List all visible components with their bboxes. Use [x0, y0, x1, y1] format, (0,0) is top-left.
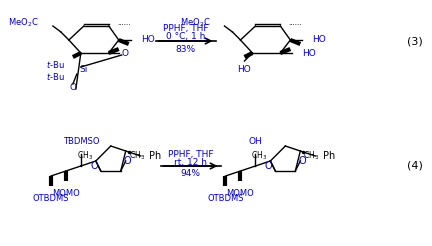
- Text: MOMO: MOMO: [226, 189, 254, 198]
- Text: ......: ......: [288, 20, 302, 26]
- Text: HO: HO: [312, 35, 326, 45]
- Text: CH$_3$: CH$_3$: [129, 150, 145, 162]
- Text: (3): (3): [407, 36, 423, 46]
- Text: CH$_3$: CH$_3$: [251, 150, 267, 162]
- Text: Ph: Ph: [323, 151, 336, 161]
- Text: TBDMSO: TBDMSO: [63, 137, 99, 146]
- Text: CH$_3$: CH$_3$: [76, 150, 93, 162]
- Text: HO: HO: [302, 48, 316, 58]
- Text: Si: Si: [79, 65, 88, 75]
- Text: MOMO: MOMO: [52, 189, 80, 198]
- Text: O: O: [70, 83, 76, 92]
- Text: Ph: Ph: [149, 151, 161, 161]
- Text: O: O: [124, 156, 131, 166]
- Text: 83%: 83%: [175, 45, 196, 53]
- Text: OTBDMS: OTBDMS: [207, 194, 244, 203]
- Text: MeO$_2$C: MeO$_2$C: [9, 17, 39, 29]
- Text: O: O: [90, 161, 98, 171]
- Text: MeO$_2$C: MeO$_2$C: [180, 17, 210, 29]
- Text: ......: ......: [117, 20, 130, 26]
- Text: rt, 12 h: rt, 12 h: [174, 157, 207, 167]
- Text: $t$-Bu: $t$-Bu: [46, 59, 65, 70]
- Text: 0 °C, 1 h: 0 °C, 1 h: [166, 32, 205, 42]
- Text: PPHF, THF: PPHF, THF: [163, 25, 208, 33]
- Text: OTBDMS: OTBDMS: [33, 194, 69, 203]
- Text: O: O: [265, 161, 273, 171]
- Text: $t$-Bu: $t$-Bu: [46, 71, 65, 81]
- Text: HO: HO: [238, 64, 251, 74]
- Text: (4): (4): [407, 161, 423, 171]
- Text: O: O: [299, 156, 306, 166]
- Text: HO: HO: [141, 35, 155, 45]
- Text: O: O: [122, 48, 129, 58]
- Text: CH$_3$: CH$_3$: [303, 150, 320, 162]
- Text: OH: OH: [248, 137, 262, 146]
- Text: 94%: 94%: [181, 169, 200, 179]
- Text: PPHF, THF: PPHF, THF: [168, 150, 213, 158]
